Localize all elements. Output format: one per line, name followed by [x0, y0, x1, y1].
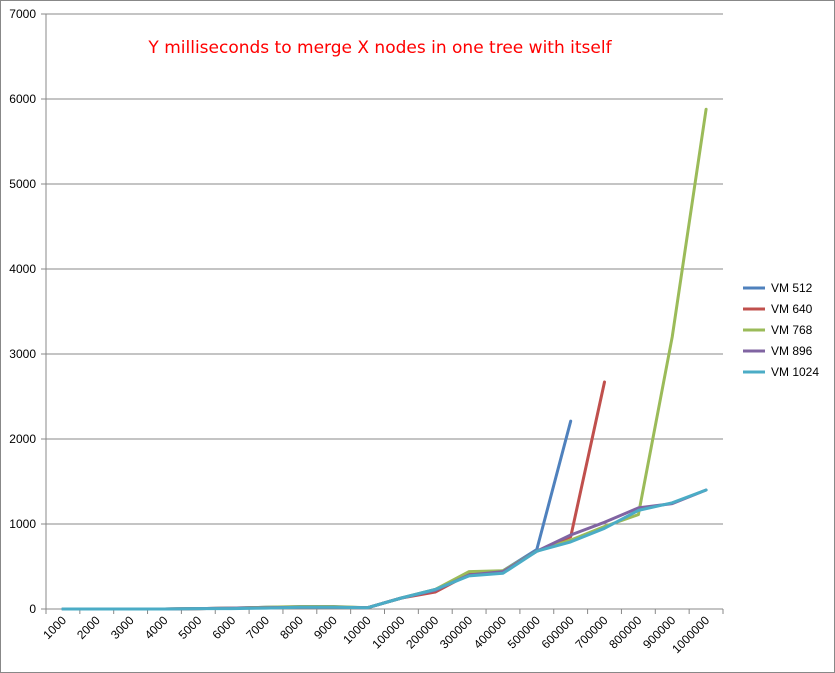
legend-label-vm-896: VM 896 [771, 344, 813, 358]
y-tick-label: 3000 [9, 347, 36, 361]
legend-label-vm-1024: VM 1024 [771, 365, 819, 379]
legend-label-vm-512: VM 512 [771, 281, 813, 295]
y-tick-label: 4000 [9, 262, 36, 276]
chart-title: Y milliseconds to merge X nodes in one t… [147, 38, 612, 58]
legend: VM 512 VM 640 VM 768 VM 896 VM 1024 [743, 281, 819, 379]
legend-label-vm-768: VM 768 [771, 323, 813, 337]
y-tick-label: 5000 [9, 177, 36, 191]
y-tick-label: 7000 [9, 7, 36, 21]
y-tick-label: 0 [29, 602, 36, 616]
series-lines [61, 107, 708, 611]
y-tick-label: 2000 [9, 432, 36, 446]
y-tick-labels: 0 1000 2000 3000 4000 5000 6000 7000 [9, 7, 36, 616]
legend-label-vm-640: VM 640 [771, 302, 813, 316]
gridlines [46, 13, 723, 525]
series-line-vm-1024 [61, 488, 708, 611]
y-tick-label: 1000 [9, 517, 36, 531]
y-tick-label: 6000 [9, 92, 36, 106]
